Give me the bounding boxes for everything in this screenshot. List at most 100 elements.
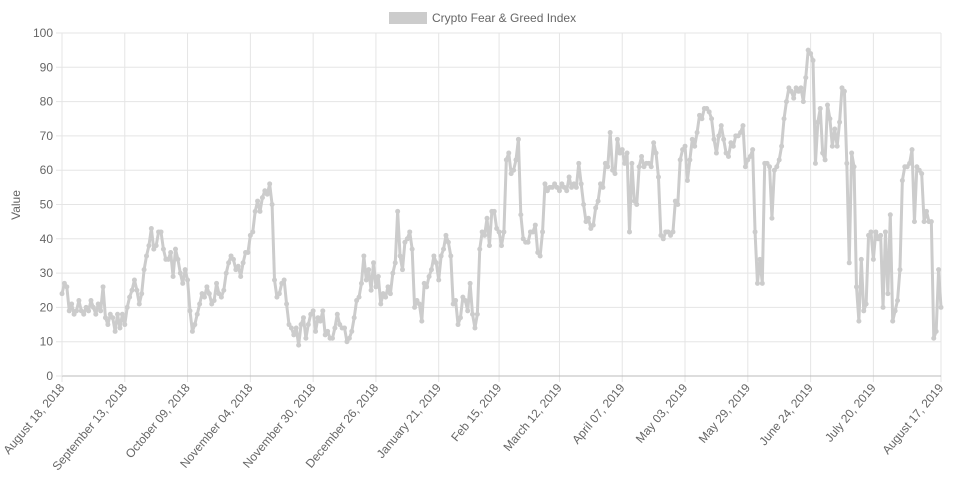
data-point: [416, 301, 422, 307]
data-point: [936, 267, 942, 273]
data-point: [817, 105, 823, 111]
data-point: [725, 153, 731, 159]
data-point: [619, 147, 625, 153]
data-point: [511, 167, 517, 173]
data-point: [90, 304, 96, 310]
data-point: [211, 298, 217, 304]
data-point: [146, 243, 152, 249]
data-point: [112, 328, 118, 334]
data-point: [919, 171, 925, 177]
data-point: [95, 301, 101, 307]
data-point: [832, 126, 838, 132]
data-point: [397, 253, 403, 259]
data-point: [192, 322, 198, 328]
data-point: [730, 143, 736, 149]
data-point: [93, 311, 99, 317]
data-point: [445, 239, 451, 245]
data-point: [564, 188, 570, 194]
data-point: [515, 136, 521, 142]
data-point: [694, 129, 700, 135]
data-point: [684, 177, 690, 183]
data-point: [506, 150, 512, 156]
data-point: [197, 301, 203, 307]
data-point: [909, 147, 915, 153]
data-point: [351, 315, 357, 321]
data-point: [66, 308, 72, 314]
data-point: [366, 267, 372, 273]
data-point: [148, 226, 154, 232]
data-point: [607, 129, 613, 135]
data-point: [252, 208, 258, 214]
data-point: [291, 332, 297, 338]
data-point: [313, 328, 319, 334]
data-point: [851, 164, 857, 170]
data-point: [168, 250, 174, 256]
data-point: [455, 322, 461, 328]
data-point: [593, 205, 599, 211]
x-tick-label: October 09, 2018: [123, 381, 194, 461]
data-point: [518, 212, 524, 218]
data-point: [441, 246, 447, 252]
data-point: [718, 123, 724, 129]
data-point: [141, 267, 147, 273]
data-point: [436, 277, 442, 283]
y-axis-label: Value: [9, 190, 23, 220]
x-tick-label: August 18, 2018: [0, 381, 67, 457]
data-point: [740, 123, 746, 129]
data-point: [858, 256, 864, 262]
data-point: [716, 133, 722, 139]
data-point: [783, 99, 789, 105]
data-point: [117, 325, 123, 331]
data-point: [803, 75, 809, 81]
data-point: [837, 119, 843, 125]
data-point: [272, 277, 278, 283]
data-point: [496, 229, 502, 235]
data-point: [742, 164, 748, 170]
data-point: [399, 267, 405, 273]
data-point: [759, 280, 765, 286]
data-point: [296, 342, 302, 348]
series-line: [60, 48, 943, 347]
data-point: [426, 274, 432, 280]
data-point: [375, 274, 381, 280]
data-point: [750, 147, 756, 153]
data-point: [298, 322, 304, 328]
data-point: [204, 284, 210, 290]
data-point: [448, 253, 454, 259]
data-point: [752, 229, 758, 235]
data-point: [115, 311, 121, 317]
data-point: [639, 153, 645, 159]
data-point: [59, 291, 65, 297]
data-point: [503, 157, 509, 163]
data-point: [404, 236, 410, 242]
y-tick-label: 30: [40, 266, 54, 280]
data-point: [182, 267, 188, 273]
data-point: [453, 298, 459, 304]
data-point: [501, 229, 507, 235]
data-point: [472, 325, 478, 331]
data-point: [235, 263, 241, 269]
data-point: [165, 256, 171, 262]
x-tick-label: March 12, 2019: [500, 381, 565, 454]
data-point: [754, 280, 760, 286]
data-point: [206, 291, 212, 297]
data-point: [438, 253, 444, 259]
data-point: [781, 116, 787, 122]
data-point: [332, 325, 338, 331]
data-point: [194, 311, 200, 317]
data-point: [361, 253, 367, 259]
data-point: [470, 311, 476, 317]
data-point: [409, 246, 415, 252]
data-point: [873, 229, 879, 235]
data-point: [250, 229, 256, 235]
data-point: [624, 150, 630, 156]
data-point: [73, 308, 79, 314]
data-point: [530, 229, 536, 235]
data-point: [938, 304, 944, 310]
data-point: [482, 232, 488, 238]
y-tick-label: 20: [40, 300, 54, 314]
data-point: [356, 294, 362, 300]
data-point: [127, 294, 133, 300]
data-point: [153, 243, 159, 249]
data-point: [180, 280, 186, 286]
